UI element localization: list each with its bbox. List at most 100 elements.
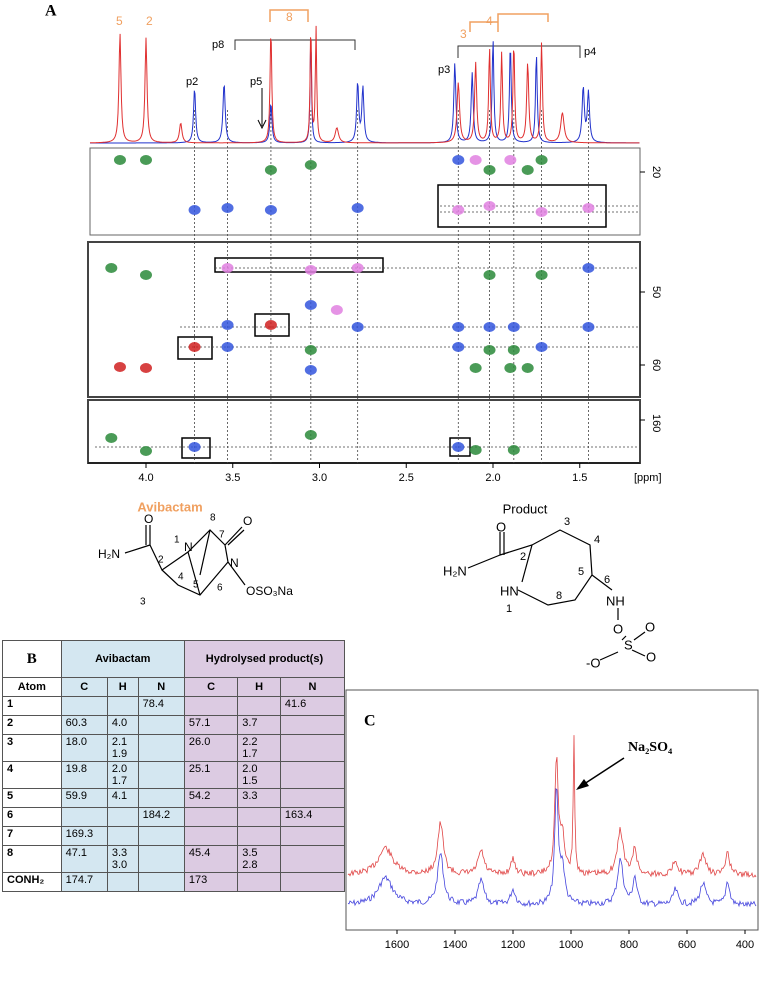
table-cell: 60.3: [60, 715, 108, 735]
x-tick-label: 1000: [559, 939, 583, 951]
box: [181, 437, 211, 459]
cell-line: 1.7: [111, 775, 128, 787]
table-cell: 169.3: [60, 826, 108, 846]
table-row: 8 47.1 3.3 3.0 45.4 3.5 2.8: [2, 845, 346, 873]
cross-peak: [304, 160, 317, 170]
table-cell: CONH₂: [2, 872, 62, 892]
atom-number: 2: [158, 555, 164, 566]
proton-label: p3: [438, 64, 450, 76]
atom-label: O: [144, 512, 153, 526]
bracket: [457, 45, 581, 58]
atom-label: N: [230, 556, 239, 570]
table-cell: [279, 761, 346, 789]
table-cell: 163.4: [279, 807, 346, 827]
cross-peak: [221, 320, 234, 330]
cross-peak: [304, 300, 317, 310]
table-row: 7 169.3: [2, 826, 346, 846]
structure-title: Product: [503, 501, 548, 516]
atom-label: O: [645, 619, 655, 634]
table-cell: Atom: [2, 677, 62, 697]
box: [214, 257, 384, 273]
x-tick-label: 600: [678, 939, 696, 951]
cross-peak: [264, 320, 277, 330]
cross-peak: [188, 342, 201, 352]
cell-line: 3.5: [242, 847, 258, 859]
cross-peak: [582, 322, 595, 332]
table-cell: [137, 734, 185, 762]
table-cell: 1: [2, 696, 62, 716]
cell-line: 2.1: [111, 736, 128, 748]
table-cell: [106, 696, 139, 716]
table-cell: B: [2, 640, 62, 678]
cross-peak: [469, 155, 482, 165]
table-cell: 45.4: [183, 845, 239, 873]
cell-line: 3.0: [111, 859, 128, 871]
table-cell: 2.1 1.9: [106, 734, 139, 762]
cross-peak: [507, 322, 520, 332]
table-cell: [279, 826, 346, 846]
box: [449, 437, 471, 457]
cross-peak: [582, 203, 595, 213]
table-cell: N: [137, 677, 185, 697]
cross-peak: [304, 265, 317, 275]
cell-line: 1.5: [242, 775, 258, 787]
table-row: 4 19.8 2.0 1.7 25.1 2.0 1.5: [2, 761, 346, 789]
proton-label: p8: [212, 39, 224, 51]
table-cell: 78.4: [137, 696, 185, 716]
atom-label: OSO₃Na: [246, 584, 293, 598]
y-tick-label: 160: [650, 414, 662, 432]
atom-number: 7: [219, 530, 225, 541]
cross-peak: [221, 203, 234, 213]
table-cell: 25.1: [183, 761, 239, 789]
table-cell: [237, 826, 281, 846]
table-cell: 4: [2, 761, 62, 789]
atom-label: S: [624, 637, 633, 652]
cross-peak: [304, 365, 317, 375]
frame: [87, 241, 641, 398]
table-cell: 18.0: [60, 734, 108, 762]
cross-peak: [507, 445, 520, 455]
atom-number: 6: [217, 583, 223, 594]
table-row: 3 18.0 2.1 1.9 26.0 2.2 1.7: [2, 734, 346, 762]
atom-label: N: [184, 540, 193, 554]
atom-number: 8: [556, 590, 562, 602]
box: [177, 336, 213, 360]
cross-peak: [140, 446, 152, 456]
table-row: 6 184.2 163.4: [2, 807, 346, 827]
product-labels: H₂N O HN NH O S O O -O 1 2 3 4 5 6 8: [443, 516, 656, 671]
table-cell: 19.8: [60, 761, 108, 789]
table-row: Atom C H N C H N: [2, 677, 346, 697]
cross-peak: [330, 305, 343, 315]
atom-label: H₂N: [98, 547, 120, 561]
table-cell: [137, 826, 185, 846]
panel-label: A: [45, 3, 57, 20]
atom-number: 5: [578, 566, 584, 578]
cross-peak: [105, 263, 118, 273]
proton-label: p4: [584, 46, 596, 58]
table-cell: 2.0 1.5: [237, 761, 281, 789]
y-tick-label: 20: [650, 166, 662, 178]
table-cell: 5: [2, 788, 62, 808]
table-cell: [237, 696, 281, 716]
table-cell: [137, 845, 185, 873]
cell-line: 2.2: [242, 736, 258, 748]
cross-peak: [535, 342, 548, 352]
table-cell: N: [279, 677, 346, 697]
peak-label: 3: [460, 27, 467, 41]
cell-line: 2.0: [242, 763, 258, 775]
atom-number: 2: [520, 551, 526, 563]
table-cell: 2: [2, 715, 62, 735]
cross-peak: [469, 445, 482, 455]
table-cell: [137, 761, 185, 789]
table-cell: [137, 788, 185, 808]
x-tick-label: 2.5: [399, 472, 414, 484]
table-cell: [279, 788, 346, 808]
cell-line: 1.7: [242, 748, 258, 760]
atom-number: 8: [210, 513, 216, 524]
table-cell: [60, 696, 108, 716]
x-tick-label: 1.5: [572, 472, 587, 484]
spectrum-trace: [90, 41, 640, 144]
table-cell: 3.7: [237, 715, 281, 735]
cross-peak: [483, 345, 496, 355]
